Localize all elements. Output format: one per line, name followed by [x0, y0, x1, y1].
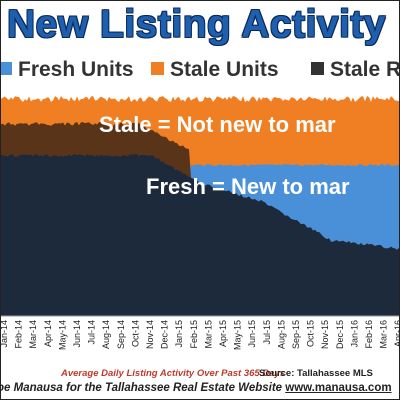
x-tick-label: Mar-14	[28, 320, 38, 349]
x-tick-label: Oct-14	[130, 320, 140, 347]
chart-title: New Listing Activity	[7, 3, 387, 46]
x-tick-label: Sep-14	[116, 320, 126, 349]
legend-label-fresh: Fresh Units	[18, 58, 134, 81]
x-tick-label: Mar-15	[203, 320, 213, 349]
x-tick-label: Jul-14	[87, 320, 97, 345]
x-tick-label: May-15	[233, 320, 243, 350]
annotation-fresh: Fresh = New to mar	[146, 174, 350, 199]
x-tick-label: Jan-14	[1, 320, 9, 348]
x-tick-label: Nov-14	[145, 320, 155, 349]
x-tick-label: Apr-14	[43, 320, 53, 347]
x-tick-label: Oct-15	[306, 320, 316, 347]
x-tick-label: Aug-14	[101, 320, 111, 349]
x-tick-label: Aug-15	[276, 320, 286, 349]
legend-label-stale: Stale Units	[170, 58, 279, 81]
source-note: Source: Tallahassee MLS	[259, 368, 373, 379]
legend-item-stale-r: Stale R	[311, 58, 400, 82]
x-tick-label: Sep-15	[291, 320, 301, 349]
x-tick-label: Feb-15	[189, 320, 199, 349]
x-tick-label: Apr-15	[218, 320, 228, 347]
x-tick-label: May-14	[57, 320, 67, 350]
credit-url[interactable]: www.manausa.com	[285, 382, 392, 394]
area-chart: Stale = Not new to mar Fresh = New to mar…	[1, 96, 400, 350]
legend-swatch-stale	[151, 62, 164, 75]
x-tick-label: Jan-15	[174, 320, 184, 348]
x-tick-label: Jun-15	[247, 320, 257, 348]
x-tick-label: Dec-15	[335, 320, 345, 349]
area-dark-base	[1, 154, 399, 316]
x-tick-label: Nov-15	[320, 320, 330, 349]
legend: Fresh Units Stale Units Stale R	[1, 54, 400, 84]
credit-text: oe Manausa for the Tallahassee Real Esta…	[0, 382, 283, 394]
x-tick-label: Mar-16	[379, 320, 389, 349]
x-tick-label: Feb-14	[14, 320, 24, 349]
legend-item-fresh: Fresh Units	[1, 58, 134, 82]
credit-line: oe Manausa for the Tallahassee Real Esta…	[0, 382, 392, 394]
annotation-stale: Stale = Not new to mar	[99, 112, 336, 137]
x-tick-label: Jul-15	[262, 320, 272, 345]
legend-label-stale-r: Stale R	[330, 58, 400, 81]
legend-swatch-fresh	[1, 62, 12, 75]
x-tick-label: Jan-16	[349, 320, 359, 348]
x-tick-label: Feb-16	[364, 320, 374, 349]
legend-swatch-stale-r	[311, 62, 324, 75]
legend-item-stale: Stale Units	[151, 58, 279, 82]
caption: Average Daily Listing Activity Over Past…	[61, 368, 286, 379]
x-tick-label: Apr-16	[393, 320, 400, 347]
x-tick-label: Dec-14	[160, 320, 170, 349]
x-tick-label: Jun-14	[72, 320, 82, 348]
